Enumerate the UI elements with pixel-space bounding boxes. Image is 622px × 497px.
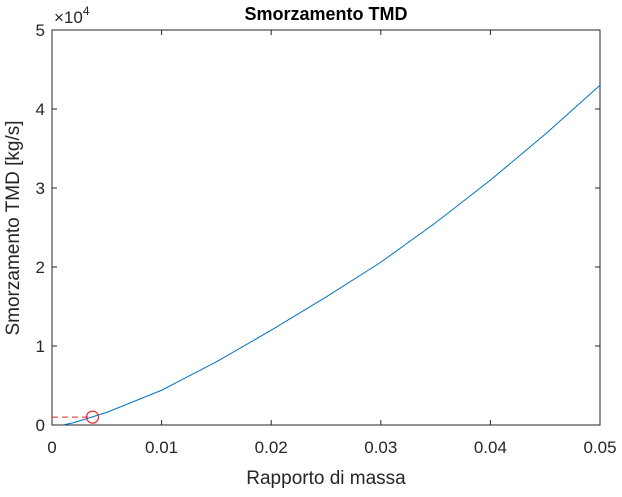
marker-point xyxy=(85,410,100,424)
chart-title: Smorzamento TMD xyxy=(244,4,407,24)
y-axis-label: Smorzamento TMD [kg/s] xyxy=(3,120,24,335)
x-tick-label: 0 xyxy=(47,438,56,457)
data-line xyxy=(62,84,601,426)
y-tick-label: 3 xyxy=(36,179,45,198)
y-tick-label: 4 xyxy=(36,100,45,119)
x-tick-label: 0.05 xyxy=(583,438,616,457)
x-tick-label: 0.04 xyxy=(474,438,507,457)
exponent-power: 4 xyxy=(83,4,90,18)
y-tick-label: 5 xyxy=(36,21,45,40)
y-tick-label: 2 xyxy=(36,258,45,277)
x-tick-label: 0.01 xyxy=(145,438,178,457)
x-axis-label: Rapporto di massa xyxy=(246,468,406,489)
y-exponent: ×104 xyxy=(54,4,90,27)
exponent-base: ×10 xyxy=(54,8,83,27)
y-tick-label: 1 xyxy=(36,337,45,356)
plot-area xyxy=(51,29,601,426)
x-tick-label: 0.03 xyxy=(364,438,397,457)
x-tick-label: 0.02 xyxy=(255,438,288,457)
y-tick-label: 0 xyxy=(36,416,45,435)
